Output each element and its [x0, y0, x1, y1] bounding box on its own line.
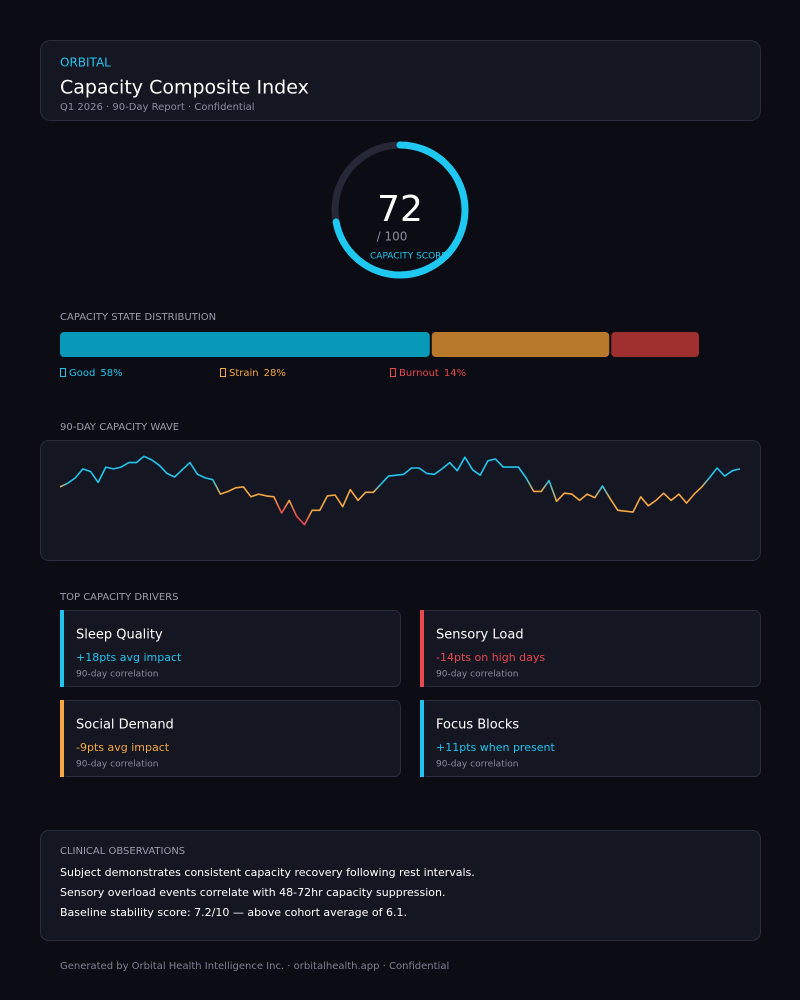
distribution-segment: [611, 332, 699, 357]
legend-swatch: [390, 368, 396, 377]
legend-value: 28%: [264, 368, 286, 379]
wave-card: [40, 440, 761, 561]
driver-note: 90-day correlation: [436, 760, 518, 770]
section-title: 90-DAY CAPACITY WAVE: [60, 422, 179, 433]
section-title: TOP CAPACITY DRIVERS: [59, 592, 178, 603]
wave-line: [59, 455, 741, 526]
title: Capacity Composite Index: [60, 77, 309, 99]
driver-note: 90-day correlation: [76, 670, 158, 680]
driver-accent: [60, 700, 64, 777]
observation-line: Sensory overload events correlate with 4…: [60, 886, 446, 899]
gauge-label: CAPACITY SCORE: [370, 252, 447, 262]
legend-swatch: [60, 368, 66, 377]
legend-swatch: [220, 368, 226, 377]
driver-name: Sensory Load: [436, 628, 524, 643]
brand: ORBITAL: [60, 56, 111, 70]
subtitle: Q1 2026 · 90-Day Report · Confidential: [60, 102, 255, 113]
legend-name: Burnout: [399, 368, 439, 379]
observation-line: Baseline stability score: 7.2/10 — above…: [60, 906, 407, 919]
driver-accent: [420, 610, 424, 687]
legend-value: 14%: [444, 368, 466, 379]
driver-accent: [60, 610, 64, 687]
gauge-arc: [331, 141, 469, 279]
legend-value: 58%: [100, 368, 122, 379]
legend-name: Strain: [229, 368, 259, 379]
driver-note: 90-day correlation: [76, 760, 158, 770]
header-card: [40, 40, 761, 121]
driver-name: Social Demand: [76, 718, 174, 733]
distribution-segment: [60, 332, 430, 357]
gauge-max: / 100: [377, 230, 408, 244]
section-title: CLINICAL OBSERVATIONS: [60, 846, 185, 857]
driver-impact: +18pts avg impact: [76, 651, 182, 664]
driver-impact: +11pts when present: [436, 741, 555, 754]
driver-name: Sleep Quality: [76, 628, 163, 643]
legend-name: Good: [69, 368, 95, 379]
observation-line: Subject demonstrates consistent capacity…: [60, 866, 475, 879]
section-title: CAPACITY STATE DISTRIBUTION: [60, 312, 216, 323]
driver-accent: [420, 700, 424, 777]
distribution-segment: [431, 332, 610, 357]
driver-impact: -9pts avg impact: [76, 741, 170, 754]
driver-note: 90-day correlation: [436, 670, 518, 680]
observations-card: [40, 830, 761, 941]
driver-impact: -14pts on high days: [436, 651, 545, 664]
footer: Generated by Orbital Health Intelligence…: [60, 961, 449, 972]
gauge-value: 72: [377, 189, 423, 230]
driver-name: Focus Blocks: [436, 718, 519, 733]
